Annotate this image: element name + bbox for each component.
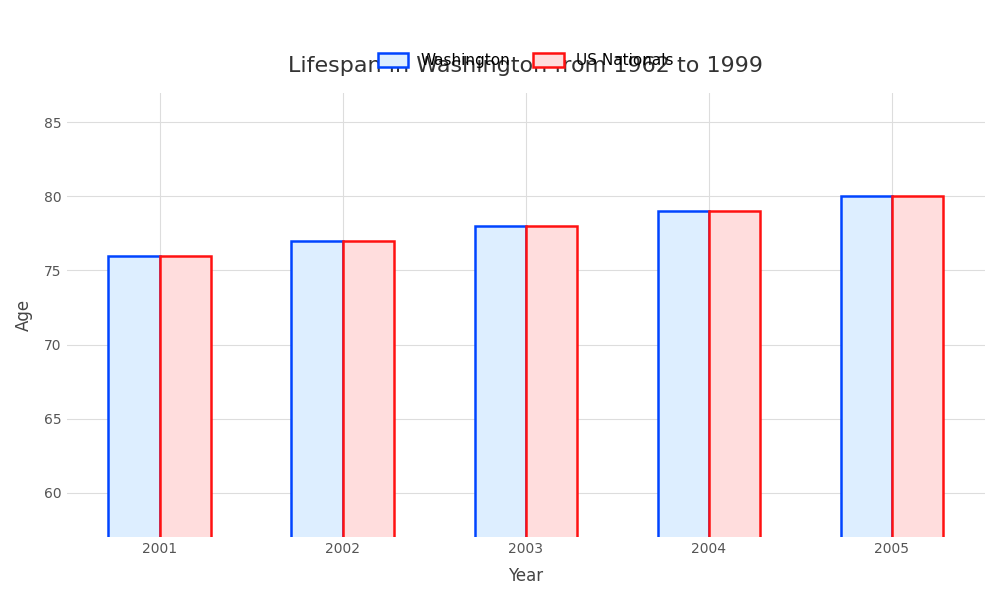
Bar [526, 226, 577, 600]
Bar [343, 241, 394, 600]
Bar [160, 256, 211, 600]
Title: Lifespan in Washington from 1962 to 1999: Lifespan in Washington from 1962 to 1999 [288, 56, 763, 76]
Bar [475, 226, 526, 600]
Y-axis label: Age: Age [15, 299, 33, 331]
Bar [709, 211, 760, 600]
Bar [841, 196, 892, 600]
X-axis label: Year: Year [508, 567, 543, 585]
Bar [658, 211, 709, 600]
Bar [892, 196, 943, 600]
Bar [108, 256, 160, 600]
Legend: Washington, US Nationals: Washington, US Nationals [372, 47, 680, 74]
Bar [291, 241, 343, 600]
